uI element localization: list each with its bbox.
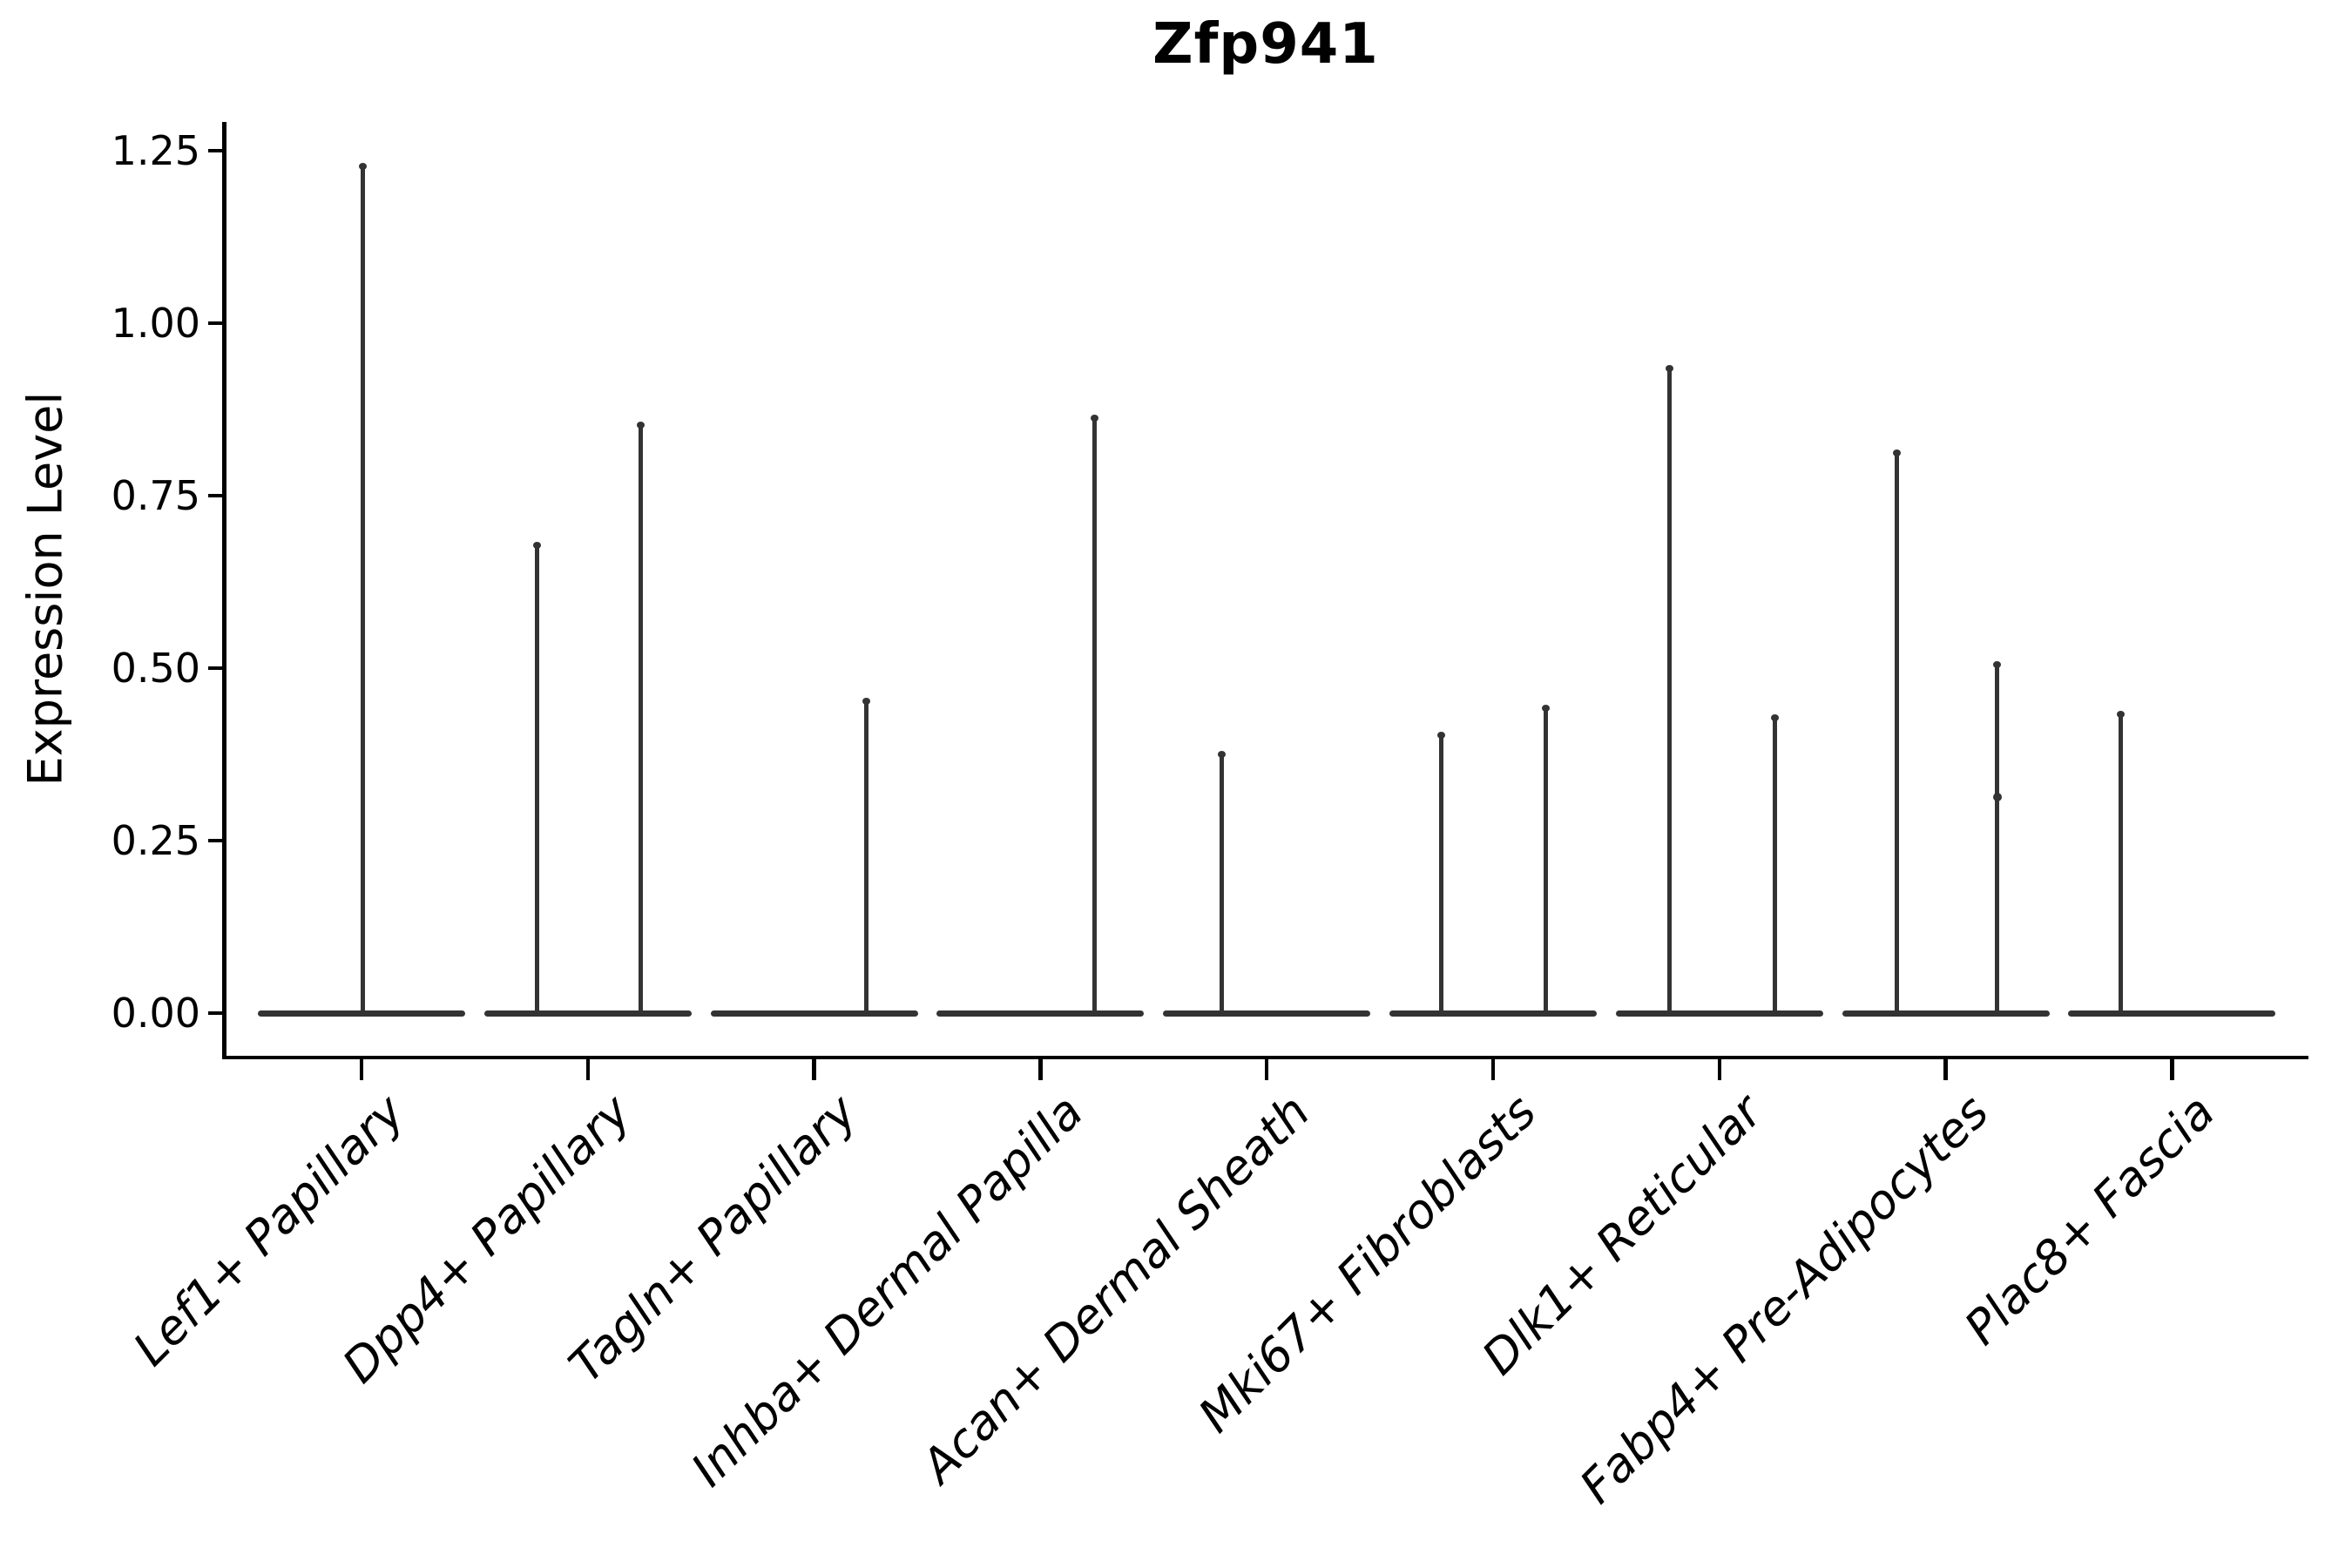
violin-spike <box>1667 366 1673 1013</box>
y-tick-label: 1.00 <box>111 300 200 347</box>
y-tick <box>208 493 222 498</box>
x-tick <box>812 1059 816 1080</box>
x-tick-label: Inhba+ Dermal Papilla <box>680 1084 1094 1497</box>
violin-spike-cap <box>1217 751 1226 759</box>
violin-spike <box>535 544 540 1013</box>
violin-spike <box>1773 716 1778 1013</box>
y-tick <box>208 1010 222 1016</box>
y-axis-spine <box>222 122 226 1059</box>
y-tick <box>208 838 222 843</box>
violin-spike-cap <box>1993 661 2002 669</box>
violin-spike <box>360 164 365 1013</box>
x-tick <box>1490 1059 1496 1080</box>
violin-spike-cap <box>862 697 871 705</box>
x-tick <box>1943 1059 1948 1080</box>
violin-spike <box>1219 753 1224 1013</box>
violin-body <box>936 1010 1145 1017</box>
x-tick <box>1038 1059 1043 1080</box>
violin-spike-cap <box>1893 449 1902 456</box>
y-tick-label: 0.25 <box>111 817 200 864</box>
violin-spike-cap <box>533 542 542 550</box>
y-tick-label: 0.00 <box>111 990 200 1037</box>
violin-body <box>2068 1010 2276 1017</box>
x-tick <box>1717 1059 1722 1080</box>
y-tick <box>208 321 222 326</box>
violin-spike-cap <box>637 421 645 429</box>
violin-body <box>483 1010 692 1017</box>
x-tick-label: Fabp4+ Pre-Adipocytes <box>1569 1084 1999 1514</box>
y-tick <box>208 666 222 671</box>
violin-spike-cap <box>1666 364 1674 372</box>
violin-spike <box>2118 713 2123 1013</box>
x-tick <box>2170 1059 2174 1080</box>
plot-title: Zfp941 <box>1152 12 1379 77</box>
violin-spike-cap <box>1541 704 1550 712</box>
violin-spike-cap <box>358 162 367 170</box>
violin-spike-cap <box>2116 711 2125 719</box>
y-tick <box>208 148 222 153</box>
violin-body <box>1389 1010 1597 1017</box>
y-axis-label-text: Expression Level <box>17 391 73 787</box>
violin-spike <box>864 699 869 1013</box>
violin-spike-node <box>1992 793 2002 802</box>
y-tick-label: 1.25 <box>111 127 200 174</box>
violin-spike <box>1092 416 1097 1013</box>
x-tick <box>585 1059 591 1080</box>
x-tick <box>359 1059 364 1080</box>
violin-spike <box>1438 733 1443 1013</box>
violin-body <box>710 1010 918 1017</box>
violin-spike <box>1543 706 1548 1013</box>
violin-spike-cap <box>1436 732 1445 740</box>
x-tick <box>1264 1059 1269 1080</box>
x-tick-label: Acan+ Dermal Sheath <box>910 1084 1321 1494</box>
violin-body <box>1615 1010 1823 1017</box>
x-axis-spine <box>222 1055 2308 1059</box>
violin-body <box>1842 1010 2050 1017</box>
violin-body <box>258 1010 465 1017</box>
y-tick-label: 0.75 <box>111 472 200 519</box>
violin-spike <box>1995 663 2000 1013</box>
violin-spike-cap <box>1771 714 1780 722</box>
violin-spike <box>639 422 644 1013</box>
violin-spike <box>1895 450 1900 1013</box>
violin-spike-cap <box>1090 414 1098 422</box>
y-tick-label: 0.50 <box>111 645 200 692</box>
violin-body <box>1163 1010 1371 1017</box>
